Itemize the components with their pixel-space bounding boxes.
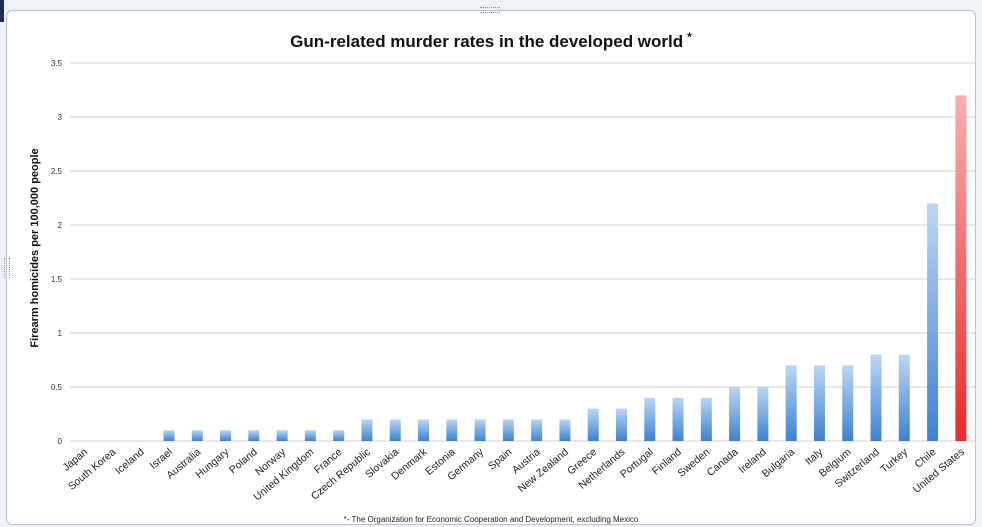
x-category-label: Canada [705, 446, 741, 479]
bar-canada [729, 387, 741, 441]
y-tick-label: 0.5 [51, 383, 63, 392]
y-tick-labels: 0 0.5 1 1.5 2 2.5 3 3.5 [51, 59, 63, 446]
top-resize-handle[interactable] [480, 7, 500, 13]
bar-sweden [700, 397, 712, 441]
title-marker: * [687, 30, 692, 44]
footnote: *- The Organization for Economic Coopera… [344, 515, 639, 524]
y-tick-label: 0 [58, 437, 63, 446]
bar-germany [474, 419, 486, 441]
bar-finland [672, 397, 684, 441]
bar-switzerland [870, 354, 882, 441]
gridlines [70, 62, 975, 442]
x-category-label: Iceland [113, 446, 147, 477]
y-tick-label: 3.5 [51, 59, 63, 68]
x-category-label: Bulgaria [760, 446, 797, 480]
bar-bulgaria [785, 365, 797, 441]
bars [163, 95, 967, 442]
bar-poland [248, 430, 260, 441]
bar-australia [191, 430, 203, 441]
bar-spain [502, 419, 514, 441]
x-category-label: Turkey [878, 446, 911, 476]
y-tick-label: 2 [58, 221, 63, 230]
bar-netherlands [615, 408, 627, 441]
bar-hungary [220, 430, 232, 441]
y-tick-label: 1.5 [51, 275, 63, 284]
y-axis-label: Firearm homicides per 100,000 people [29, 148, 41, 347]
x-category-label: Italy [803, 446, 826, 468]
left-resize-handle[interactable] [4, 258, 10, 278]
bar-italy [813, 365, 825, 441]
bar-israel [163, 430, 175, 441]
bar-norway [276, 430, 288, 441]
bar-greece [587, 408, 599, 441]
bar-austria [531, 419, 543, 441]
y-tick-label: 1 [58, 329, 63, 338]
bar-czech-republic [361, 419, 373, 441]
bar-turkey [898, 354, 910, 441]
y-tick-label: 3 [58, 113, 63, 122]
bar-portugal [644, 397, 656, 441]
chart-title: Gun-related murder rates in the develope… [290, 30, 692, 51]
bar-ireland [757, 387, 769, 441]
y-tick-label: 2.5 [51, 167, 63, 176]
bar-new-zealand [559, 419, 571, 441]
x-category-label: Sweden [675, 446, 712, 480]
window-edge-marker [0, 0, 4, 22]
bar-belgium [842, 365, 854, 441]
bar-united-states [955, 95, 967, 442]
bar-united-kingdom [304, 430, 316, 441]
bar-slovakia [389, 419, 401, 441]
bar-chile [927, 203, 939, 441]
bar-estonia [446, 419, 458, 441]
bar-denmark [418, 419, 430, 441]
bar-france [333, 430, 345, 441]
